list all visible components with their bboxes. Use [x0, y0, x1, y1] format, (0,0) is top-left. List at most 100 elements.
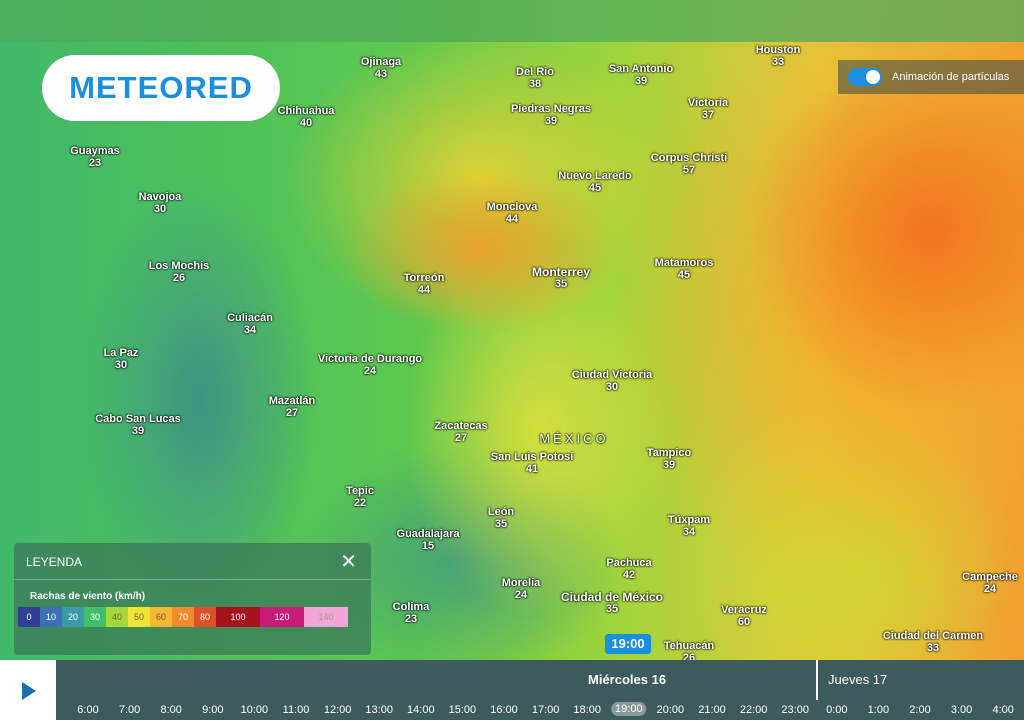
city-name: Monclova	[486, 201, 538, 213]
city-name: Zacatecas	[434, 420, 488, 432]
hour-label[interactable]: 3:00	[950, 704, 973, 716]
city-name: Guaymas	[70, 145, 120, 157]
city-value: 44	[505, 213, 519, 225]
city-value: 39	[131, 425, 145, 437]
divider	[14, 579, 371, 580]
city-name: Veracruz	[721, 604, 767, 616]
hour-label[interactable]: 12:00	[323, 704, 352, 716]
hour-label[interactable]: 7:00	[118, 704, 141, 716]
city-value: 15	[421, 540, 435, 552]
city-name: Ojinaga	[360, 56, 402, 68]
city-name: Corpus Christi	[650, 152, 728, 164]
play-button[interactable]	[0, 660, 56, 720]
day-label: Miércoles 16	[588, 672, 667, 687]
city-value: 39	[634, 75, 648, 87]
city-value: 39	[662, 459, 676, 471]
hour-label[interactable]: 10:00	[240, 704, 269, 716]
city-name: Tehuacán	[663, 640, 715, 652]
city-name: León	[487, 506, 515, 518]
city-name: Matamoros	[654, 257, 714, 269]
logo[interactable]: METEORED	[42, 55, 280, 121]
city-value: 34	[682, 526, 696, 538]
city-value: 42	[622, 569, 636, 581]
city-value: 23	[88, 157, 102, 169]
city-name: Chihuahua	[277, 105, 335, 117]
hour-label[interactable]: 17:00	[531, 704, 560, 716]
hour-label[interactable]: 9:00	[202, 704, 224, 716]
city-value: 30	[114, 359, 128, 371]
scale-step: 20	[62, 607, 84, 627]
city-value: 41	[525, 463, 539, 475]
legend: LEYENDA ✕ Rachas de viento (km/h) 0 10 20 3…	[14, 543, 371, 655]
city-value: 23	[404, 613, 418, 625]
city-value: 60	[737, 616, 751, 628]
hour-label[interactable]: 4:00	[992, 704, 1014, 716]
hour-label[interactable]: 13:00	[365, 704, 393, 716]
scale-step: 10	[40, 607, 62, 627]
city-name: Houston	[755, 44, 801, 56]
city-value: 33	[926, 642, 940, 654]
city-name: Culiacán	[227, 312, 273, 324]
hour-label[interactable]: 11:00	[282, 704, 310, 716]
city-name: Victoria	[687, 97, 729, 109]
hour-label[interactable]: 15:00	[448, 704, 477, 716]
city-name: Monterrey	[531, 265, 591, 279]
city-name: Tampico	[646, 447, 692, 459]
day-label: Jueves 17	[828, 672, 888, 687]
hour-label[interactable]: 1:00	[867, 704, 890, 716]
hour-label[interactable]: 21:00	[698, 704, 726, 716]
particle-toggle[interactable]: Animación de partículas	[838, 60, 1024, 94]
city-name: Los Mochis	[148, 260, 210, 272]
hour-label[interactable]: 19:00	[611, 702, 647, 716]
city-name: Colima	[392, 601, 430, 613]
hour-label[interactable]: 0:00	[826, 704, 848, 716]
city-name: Mazatlán	[268, 395, 316, 407]
city-value: 35	[494, 518, 508, 530]
city-name: Guadalajara	[396, 528, 460, 540]
hour-label[interactable]: 18:00	[573, 704, 601, 716]
hour-label[interactable]: 20:00	[656, 704, 685, 716]
scale-step: 70	[172, 607, 194, 627]
timeline	[0, 660, 1024, 720]
city-value: 35	[554, 278, 568, 290]
switch[interactable]	[848, 68, 882, 86]
current-time: 19:00	[605, 634, 651, 654]
city-value: 35	[605, 603, 619, 615]
city-value: 30	[153, 203, 167, 215]
hour-label[interactable]: 8:00	[160, 704, 182, 716]
city-name: Morelia	[501, 577, 541, 589]
city-value: 37	[701, 109, 715, 121]
scale-step: 80	[194, 607, 216, 627]
city-name: Piedras Negras	[510, 103, 592, 115]
city-name: Ciudad del Carmen	[882, 630, 984, 642]
city-value: 33	[771, 56, 785, 68]
hour-label[interactable]: 23:00	[781, 704, 809, 716]
city-value: 45	[588, 182, 602, 194]
hour-label[interactable]: 16:00	[490, 704, 518, 716]
legend-subtitle: Rachas de viento (km/h)	[30, 591, 146, 602]
hour-label[interactable]: 6:00	[77, 704, 99, 716]
city-value: 27	[285, 407, 299, 419]
hour-label[interactable]: 14:00	[407, 704, 435, 716]
city-value: 27	[454, 432, 468, 444]
close-button[interactable]: ✕	[340, 551, 357, 573]
city-value: 39	[544, 115, 558, 127]
scale-step: 30	[84, 607, 106, 627]
city-value: 45	[677, 269, 691, 281]
city-value: 38	[528, 78, 542, 90]
play-icon	[22, 682, 36, 700]
city-name: Nuevo Laredo	[558, 170, 632, 182]
city-value: 24	[363, 365, 377, 377]
city-value: 22	[353, 497, 367, 509]
city-value: 26	[172, 272, 186, 284]
city-name: Navojoa	[138, 191, 182, 203]
hour-label[interactable]: 22:00	[739, 704, 768, 716]
legend-title: LEYENDA	[26, 555, 83, 569]
city-name: San Antonio	[608, 63, 674, 75]
city-name: San Luis Potosí	[490, 451, 574, 463]
city-value: 24	[983, 583, 997, 595]
city-name: Cabo San Lucas	[95, 413, 181, 425]
city-name: Túxpam	[667, 514, 711, 526]
hour-label[interactable]: 2:00	[909, 704, 931, 716]
